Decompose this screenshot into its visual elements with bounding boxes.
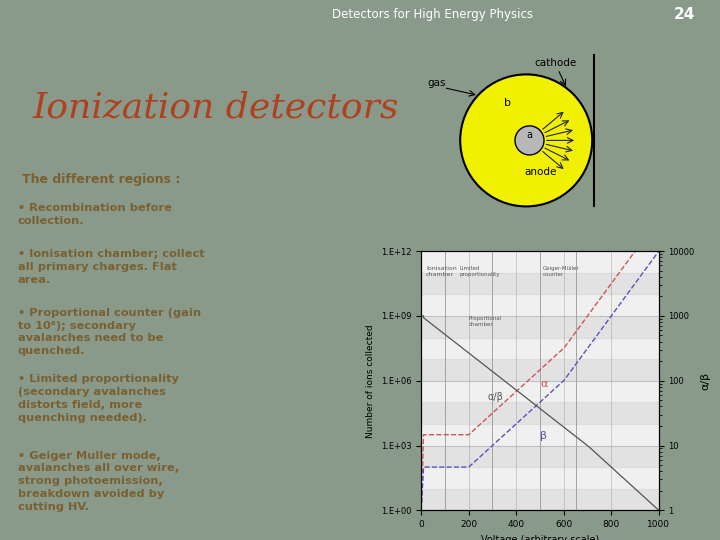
Text: Ionisation
chamber: Ionisation chamber	[426, 266, 456, 277]
Text: • Recombination before
collection.: • Recombination before collection.	[18, 203, 172, 226]
Text: Limited
proportionality: Limited proportionality	[459, 266, 500, 277]
Bar	[421, 359, 659, 381]
Y-axis label: Number of ions collected: Number of ions collected	[366, 324, 375, 437]
Text: anode: anode	[525, 167, 557, 177]
Text: Detectors for High Energy Physics: Detectors for High Energy Physics	[331, 8, 533, 22]
Circle shape	[515, 126, 544, 155]
Text: β: β	[540, 431, 547, 441]
Bar	[421, 446, 659, 467]
Text: Proportional
chamber: Proportional chamber	[469, 316, 502, 327]
Text: Geiger-Müller
counter: Geiger-Müller counter	[542, 266, 579, 277]
Text: The different regions :: The different regions :	[22, 173, 180, 186]
Text: 24: 24	[673, 8, 695, 22]
Text: • Proportional counter (gain
to 10⁶); secondary
avalanches need to be
quenched.: • Proportional counter (gain to 10⁶); se…	[18, 308, 201, 356]
Circle shape	[460, 75, 592, 206]
X-axis label: Voltage (arbitrary scale): Voltage (arbitrary scale)	[481, 535, 599, 540]
Text: a: a	[526, 130, 533, 140]
Text: • Ionisation chamber; collect
all primary charges. Flat
area.: • Ionisation chamber; collect all primar…	[18, 249, 204, 285]
Bar	[421, 316, 659, 338]
Text: b: b	[504, 98, 511, 108]
Y-axis label: α/β: α/β	[701, 372, 711, 390]
Text: cathode: cathode	[535, 58, 577, 69]
Bar	[421, 489, 659, 510]
Text: gas: gas	[428, 78, 446, 88]
Text: • Limited proportionality
(secondary avalanches
distorts field, more
quenching n: • Limited proportionality (secondary ava…	[18, 374, 179, 423]
Bar	[421, 402, 659, 424]
Text: Ionization detectors: Ionization detectors	[33, 91, 399, 125]
Text: α/β: α/β	[487, 392, 503, 402]
Bar	[421, 273, 659, 294]
Text: α: α	[540, 379, 547, 389]
Text: • Geiger Muller mode,
avalanches all over wire,
strong photoemission,
breakdown : • Geiger Muller mode, avalanches all ove…	[18, 451, 179, 512]
